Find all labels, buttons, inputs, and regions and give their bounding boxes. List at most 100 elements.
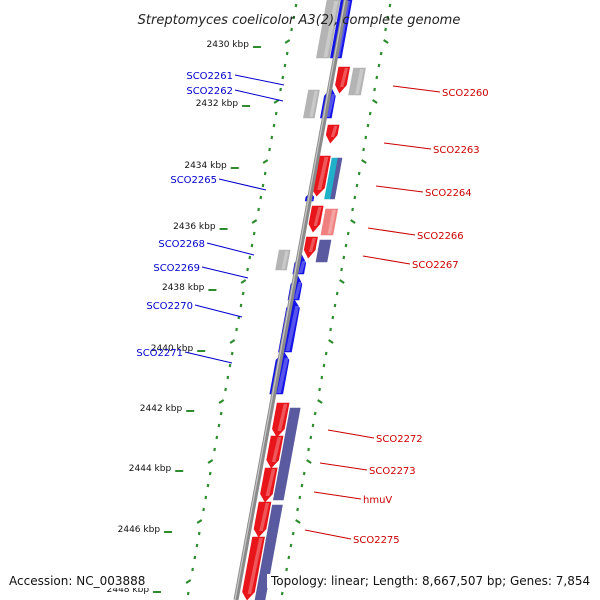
- forward-label-line: [362, 255, 411, 265]
- kbp-label: 2432 kbp: [196, 99, 239, 109]
- forward-gene-feature: [308, 205, 324, 233]
- rna-gene-feature: [254, 539, 277, 600]
- left-tick-mark: [294, 3, 298, 8]
- feature-highlight: [271, 437, 282, 462]
- right-tick-mark: [379, 51, 383, 56]
- feature-highlight: [281, 251, 289, 269]
- right-tick-mark: [295, 519, 301, 524]
- left-tick-mark: [290, 27, 293, 32]
- feature-highlight: [259, 503, 270, 531]
- left-tick-mark: [219, 411, 223, 416]
- right-tick-track: [280, 3, 392, 596]
- left-tick-mark: [274, 111, 278, 116]
- left-tick-mark: [213, 447, 216, 452]
- right-tick-mark: [289, 543, 293, 548]
- right-tick-mark: [309, 435, 313, 440]
- gene-label-sco2264: SCO2264: [425, 188, 472, 199]
- right-tick-mark: [298, 495, 302, 500]
- left-tick-mark: [202, 507, 205, 512]
- right-tick-mark: [362, 147, 365, 152]
- forward-gene-feature: [260, 467, 278, 503]
- gene-label-sco2268: SCO2268: [158, 239, 205, 250]
- accession-text: Accession: NC_003888: [8, 574, 149, 588]
- right-tick-mark: [328, 339, 334, 344]
- kbp-label: 2430 kbp: [207, 40, 250, 50]
- label-leader-lines: [184, 74, 441, 540]
- left-tick-mark: [191, 567, 194, 572]
- gene-label-sco2267: SCO2267: [412, 260, 459, 271]
- gene-labels: SCO2260 SCO2263 SCO2264 SCO2266 SCO2267 SCO22…: [136, 71, 488, 546]
- feature-highlight: [265, 469, 276, 496]
- feature-highlight: [313, 207, 322, 226]
- left-tick-mark: [197, 531, 201, 536]
- gene-label-sco2272: SCO2272: [376, 434, 423, 445]
- feature-highlight: [327, 210, 336, 234]
- left-tick-mark: [262, 159, 269, 164]
- left-tick-mark: [239, 303, 243, 308]
- gene-label-sco2263: SCO2263: [433, 145, 480, 156]
- right-tick-mark: [383, 39, 389, 44]
- kbp-label: 2444 kbp: [129, 464, 172, 474]
- gene-label-sco2261: SCO2261: [186, 71, 233, 82]
- feature-highlight: [355, 69, 364, 94]
- gene-label-sco2265: SCO2265: [170, 175, 217, 186]
- left-tick-mark: [217, 423, 221, 428]
- right-tick-mark: [317, 399, 323, 404]
- rna-gene-feature: [330, 157, 343, 200]
- rna-gene-feature: [272, 439, 295, 501]
- left-tick-mark: [208, 471, 212, 476]
- left-tick-mark: [285, 51, 289, 56]
- left-tick-mark: [272, 123, 276, 128]
- pseudo-gene-feature: [348, 67, 366, 96]
- forward-label-line: [313, 491, 362, 500]
- right-tick-mark: [344, 243, 348, 248]
- left-tick-mark: [193, 555, 197, 560]
- forward-gene-feature: [253, 501, 272, 538]
- right-tick-mark: [366, 123, 370, 128]
- forward-gene-feature: [303, 236, 318, 259]
- left-tick-mark: [248, 255, 252, 260]
- left-tick-mark: [185, 579, 192, 584]
- rna-gene-feature: [315, 239, 332, 263]
- right-tick-mark: [357, 171, 361, 176]
- left-tick-mark: [279, 87, 282, 92]
- kbp-label: 2434 kbp: [184, 161, 227, 171]
- reverse-label-line: [201, 266, 249, 279]
- feature-highlight: [326, 94, 336, 117]
- feature-highlight: [309, 91, 318, 117]
- forward-gene-feature: [266, 435, 284, 469]
- right-tick-mark: [320, 375, 324, 380]
- right-tick-mark: [386, 15, 390, 20]
- right-tick-mark: [355, 183, 359, 188]
- right-tick-mark: [291, 531, 295, 536]
- genome-axis: [233, 0, 349, 600]
- right-tick-mark: [368, 111, 372, 116]
- left-tick-mark: [240, 279, 247, 284]
- left-tick-mark: [229, 339, 236, 344]
- forward-gene-feature: [325, 124, 340, 144]
- left-tick-mark: [228, 363, 232, 368]
- reverse-label-line: [184, 351, 233, 364]
- left-tick-mark: [206, 483, 210, 488]
- right-tick-mark: [313, 411, 317, 416]
- forward-label-line: [304, 529, 352, 540]
- left-tick-mark: [283, 63, 287, 68]
- right-tick-mark: [351, 207, 354, 212]
- reverse-label-line: [194, 304, 243, 318]
- reverse-label-line: [206, 242, 255, 256]
- feature-highlight: [317, 157, 329, 190]
- left-tick-mark: [257, 207, 260, 212]
- left-tick-mark: [226, 375, 230, 380]
- right-tick-mark: [353, 195, 357, 200]
- left-tick-mark: [252, 231, 256, 236]
- right-tick-mark: [372, 99, 378, 104]
- kbp-label: 2442 kbp: [140, 404, 183, 414]
- left-tick-mark: [246, 267, 249, 272]
- left-tick-mark: [270, 135, 274, 140]
- right-tick-mark: [280, 591, 284, 596]
- gene-label-sco2271: SCO2271: [136, 348, 183, 359]
- right-tick-mark: [350, 219, 356, 224]
- left-tick-mark: [259, 195, 263, 200]
- reverse-label-line: [218, 178, 267, 191]
